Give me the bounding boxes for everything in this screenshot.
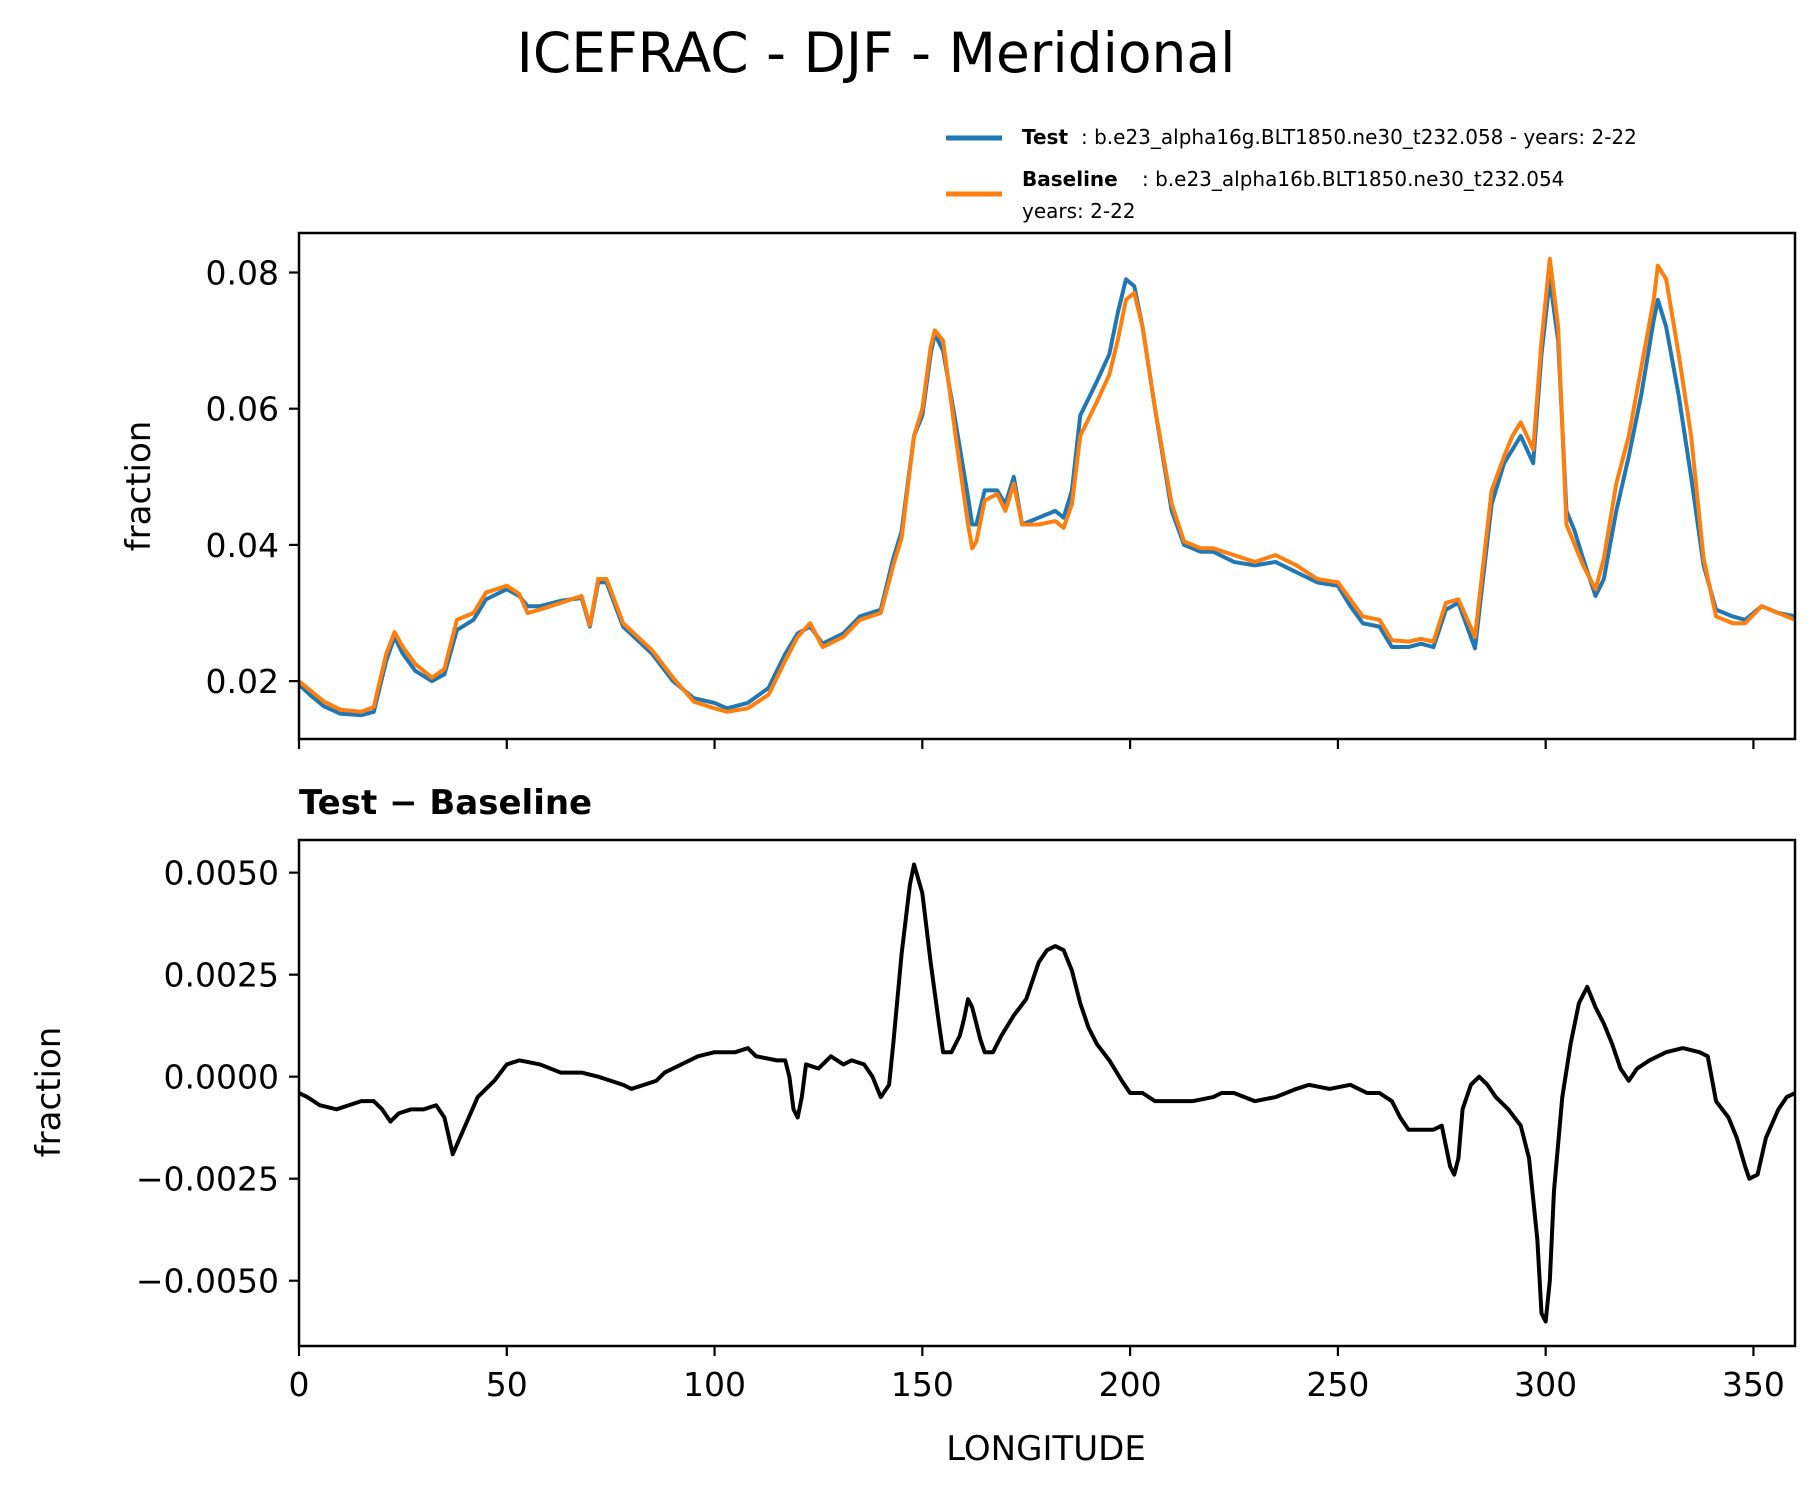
bottom-x-ticks: 0 50 100 150 200 250 300 350 <box>289 1346 1785 1404</box>
top-y-tick-label: 0.08 <box>206 253 279 292</box>
top-y-tick-label: 0.02 <box>206 662 279 701</box>
x-axis-label: LONGITUDE <box>946 1429 1146 1469</box>
legend-desc2-baseline: years: 2-22 <box>1022 199 1136 223</box>
top-y-tick-label: 0.04 <box>206 526 279 565</box>
legend: Test : b.e23_alpha16g.BLT1850.ne30_t232.… <box>946 125 1637 223</box>
bottom-y-tick-label: 0.0050 <box>164 854 279 893</box>
bottom-y-tick-label: −0.0050 <box>136 1262 279 1301</box>
bottom-x-tick-label: 250 <box>1306 1365 1369 1404</box>
top-y-axis-label: fraction <box>119 421 159 552</box>
figure-title: ICEFRAC - DJF - Meridional <box>517 21 1236 85</box>
bottom-y-ticks: −0.0050 −0.0025 0.0000 0.0025 0.0050 <box>136 854 299 1301</box>
top-series-group <box>299 256 1795 718</box>
legend-desc-test: : b.e23_alpha16g.BLT1850.ne30_t232.058 -… <box>1081 125 1637 149</box>
top-axes-frame <box>297 231 1797 741</box>
bottom-x-tick-label: 300 <box>1514 1365 1577 1404</box>
bottom-x-tick-label: 100 <box>683 1365 746 1404</box>
top-series-test <box>299 277 1795 718</box>
bottom-y-tick-label: 0.0000 <box>164 1058 279 1097</box>
bottom-x-tick-label: 150 <box>891 1365 954 1404</box>
bottom-y-axis-label: fraction <box>29 1027 69 1158</box>
top-y-tick-label: 0.06 <box>206 390 279 429</box>
bottom-y-tick-label: −0.0025 <box>136 1160 279 1199</box>
bottom-x-tick-label: 200 <box>1099 1365 1162 1404</box>
bottom-axes-frame <box>297 838 1797 1348</box>
legend-label-test: Test <box>1022 125 1068 149</box>
top-panel: 0.02 0.04 0.06 0.08 fraction <box>119 231 1797 749</box>
legend-desc-baseline: : b.e23_alpha16b.BLT1850.ne30_t232.054 <box>1142 167 1564 191</box>
top-series-baseline <box>299 256 1795 714</box>
top-y-ticks: 0.02 0.04 0.06 0.08 <box>206 253 299 701</box>
legend-label-baseline: Baseline <box>1022 167 1118 191</box>
diff-panel-title: Test − Baseline <box>299 783 592 823</box>
bottom-series-group <box>299 862 1795 1324</box>
bottom-x-tick-label: 350 <box>1722 1365 1785 1404</box>
top-x-ticks <box>297 739 1755 749</box>
bottom-series-test-baseline <box>299 862 1795 1324</box>
bottom-y-tick-label: 0.0025 <box>164 956 279 995</box>
bottom-panel: Test − Baseline −0.0050 −0.0025 0.0000 0.00… <box>29 783 1797 1469</box>
bottom-x-tick-label: 0 <box>289 1365 310 1404</box>
bottom-x-tick-label: 50 <box>486 1365 528 1404</box>
